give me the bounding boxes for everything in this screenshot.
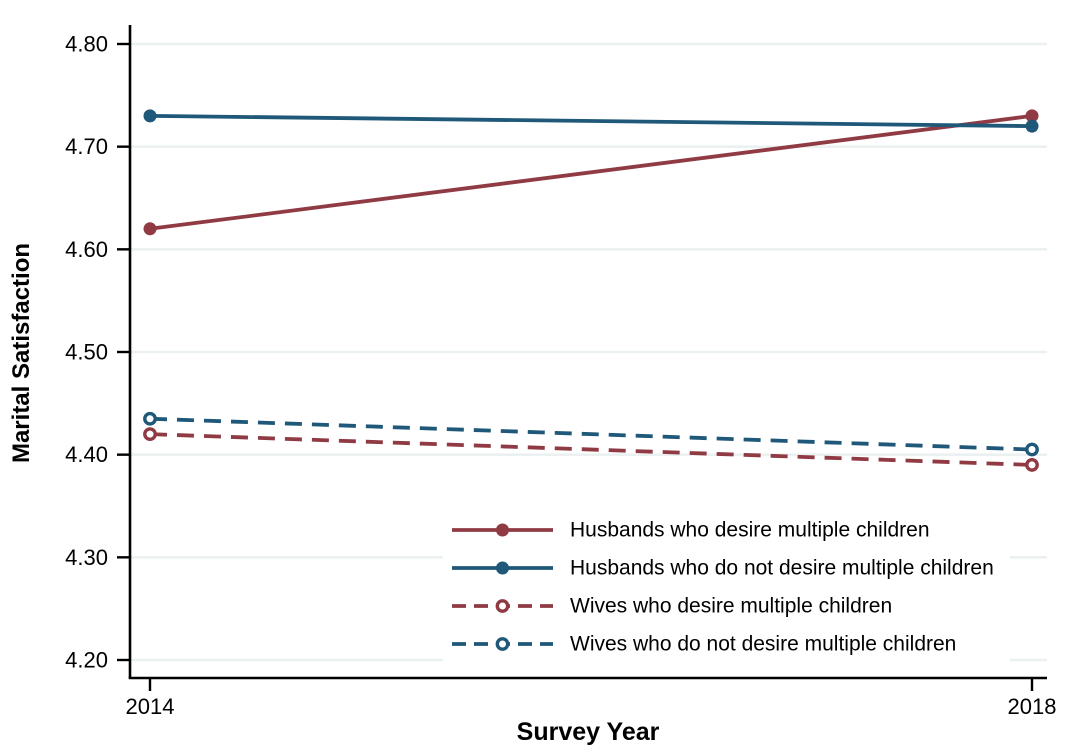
series-husbands-no-desire-marker bbox=[143, 109, 157, 123]
y-tick-label: 4.30 bbox=[65, 545, 108, 570]
x-tick-label: 2014 bbox=[126, 694, 175, 719]
series-line-wives-desire bbox=[149, 432, 1033, 467]
legend-label-husbands-no-desire: Husbands who do not desire multiple chil… bbox=[570, 557, 994, 580]
y-tick-label: 4.80 bbox=[65, 32, 108, 57]
series-line-wives-no-desire bbox=[149, 416, 1033, 452]
series-wives-desire-marker bbox=[143, 427, 157, 442]
series-husbands-desire-marker bbox=[1025, 109, 1039, 123]
series-wives-desire-marker bbox=[1025, 458, 1039, 472]
legend-husbands-no-desire-marker bbox=[496, 561, 509, 575]
y-tick-label: 4.40 bbox=[65, 442, 108, 467]
series-line-husbands-no-desire bbox=[149, 113, 1033, 129]
legend-wives-no-desire-marker bbox=[495, 637, 510, 651]
y-axis-title: Marital Satisfaction bbox=[8, 242, 35, 464]
legend-husbands-desire-marker bbox=[496, 523, 509, 537]
series-line-husbands-desire bbox=[149, 113, 1033, 231]
legend-wives-desire-marker bbox=[495, 599, 510, 613]
series-wives-no-desire-marker bbox=[1025, 442, 1039, 457]
y-tick-label: 4.70 bbox=[65, 134, 108, 159]
legend-label-wives-desire: Wives who desire multiple children bbox=[570, 595, 892, 618]
x-axis-title: Survey Year bbox=[516, 718, 660, 746]
series-husbands-no-desire-marker bbox=[1025, 119, 1039, 133]
legend-label-wives-no-desire: Wives who do not desire multiple childre… bbox=[570, 633, 956, 656]
y-tick-label: 4.50 bbox=[65, 340, 108, 365]
x-tick-label: 2018 bbox=[1008, 694, 1057, 719]
y-tick-label: 4.20 bbox=[65, 648, 108, 673]
y-tick-label: 4.60 bbox=[65, 237, 108, 262]
legend-label-husbands-desire: Husbands who desire multiple children bbox=[570, 519, 930, 542]
series-husbands-desire-marker bbox=[143, 222, 157, 236]
series-wives-no-desire-marker bbox=[143, 411, 157, 426]
